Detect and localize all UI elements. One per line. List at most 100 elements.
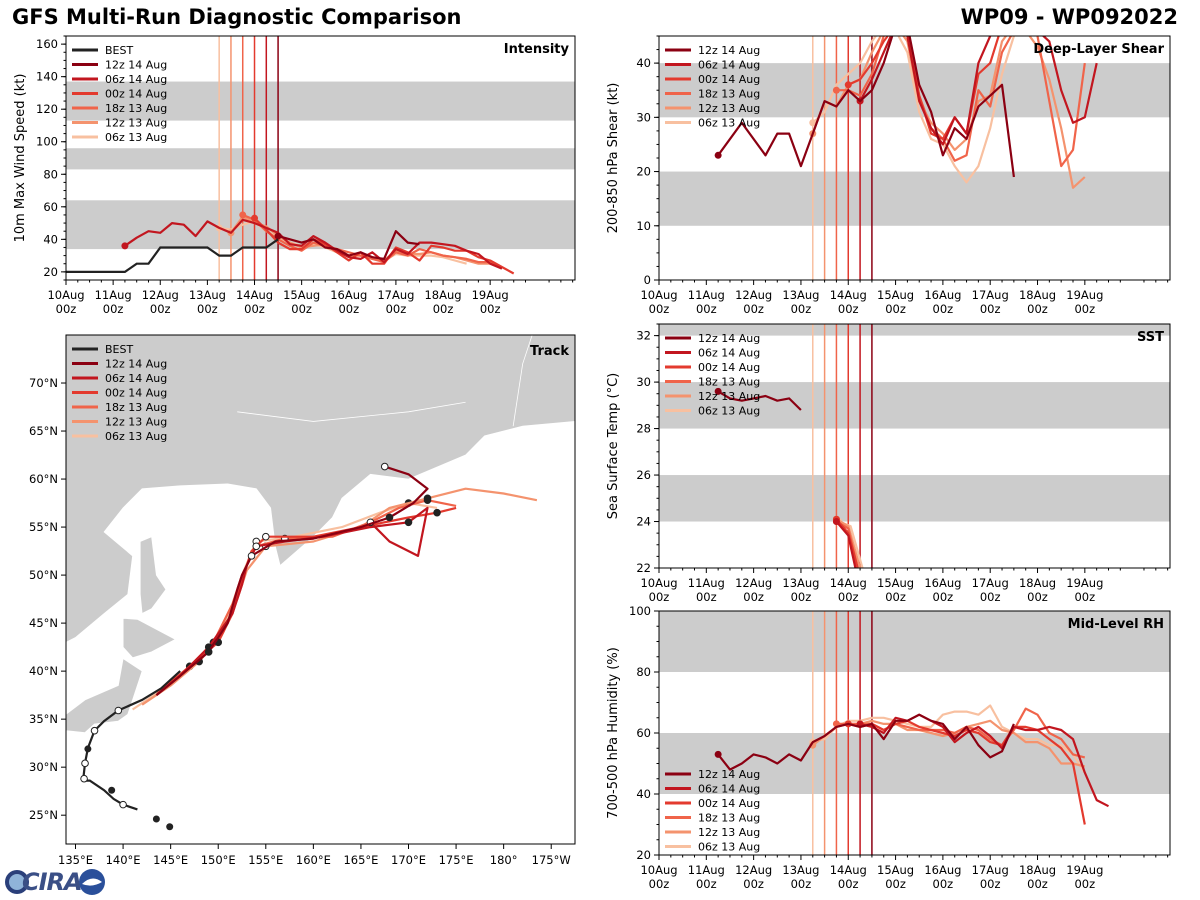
sst-legend-label: 06z 14 Aug [698,347,760,360]
land-polygon [66,657,143,734]
track-title: Track [530,344,569,359]
shear-xtick-label: 12Aug [735,288,772,302]
sst-band [659,382,1170,429]
track-ytick-label: 70°N [29,376,58,390]
rh-series-line [717,713,1015,771]
shear-xtick-label: 16Aug [924,288,961,302]
track-ytick-label: 60°N [29,472,58,486]
track-best-marker-open [119,800,127,809]
rh-legend-label: 06z 13 Aug [698,841,760,854]
track-plot-area [66,335,575,831]
intensity-ytick-label: 20 [43,265,58,279]
track-legend-label: BEST [105,343,133,356]
shear-series-line [836,36,1086,168]
shear-ytick-label: 10 [636,219,651,233]
sst-legend-label: 06z 13 Aug [698,405,760,418]
rh-legend-label: 00z 14 Aug [698,797,760,810]
track-xtick-label: 145°E [153,853,188,867]
intensity-legend-label: 06z 14 Aug [105,73,167,86]
track-xtick-label: 175°W [532,853,571,867]
rh-xtick-label: 18Aug [1019,863,1056,877]
track-ytick-label: 65°N [29,424,58,438]
track-ytick-label: 40°N [29,664,58,678]
land-border [512,335,533,427]
intensity-series-start-marker [251,214,259,222]
shear-ytick-label: 30 [636,110,651,124]
sst-xtick-sublabel: 00z [1027,590,1048,604]
sst-ytick-label: 30 [636,375,651,389]
sst-xtick-label: 17Aug [972,576,1009,590]
sst-xtick-sublabel: 00z [1074,590,1095,604]
cira-logo [5,869,105,895]
sst-xtick-sublabel: 00z [649,590,670,604]
rh-ytick-label: 60 [636,726,651,740]
track-series-marker [247,552,256,560]
track-xtick-label: 135°E [58,853,93,867]
sst-series-line [835,518,862,568]
rh-band [659,611,1170,672]
sst-xtick-sublabel: 00z [696,590,717,604]
shear-xtick-sublabel: 00z [885,302,906,316]
intensity-xtick-sublabel: 00z [433,302,454,316]
sst-ytick-label: 24 [636,515,651,529]
intensity-xtick-label: 16Aug [330,288,367,302]
sst-xtick-label: 11Aug [688,576,725,590]
shear-xtick-sublabel: 00z [1027,302,1048,316]
track-ytick-label: 45°N [29,616,58,630]
sst-frame [658,323,1171,569]
shear-xtick-sublabel: 00z [1074,302,1095,316]
shear-xtick-sublabel: 00z [980,302,1001,316]
track-series-marker [385,513,394,522]
shear-legend-label: 06z 14 Aug [698,59,760,72]
shear-xtick-label: 13Aug [782,288,819,302]
intensity-series-start-marker [274,232,282,240]
track-ytick-label: 30°N [29,760,58,774]
track-ytick-label: 55°N [29,520,58,534]
intensity-ytick-label: 120 [36,102,58,116]
shear-series-start-marker [844,81,852,89]
sst-band [659,475,1170,522]
track-ytick-label: 35°N [29,712,58,726]
track-series-line [155,465,429,696]
intensity-ytick-label: 60 [43,200,58,214]
sst-xtick-sublabel: 00z [933,590,954,604]
sst-plot-area [659,324,1170,568]
sst-xtick-label: 16Aug [924,576,961,590]
rh-xtick-label: 19Aug [1066,863,1103,877]
sst-series-start-marker [714,387,722,395]
sst-ytick-label: 28 [636,422,651,436]
rh-xtick-label: 14Aug [830,863,867,877]
rh-legend-label: 12z 14 Aug [698,768,760,781]
rh-ytick-label: 20 [636,848,651,862]
intensity-ytick-label: 160 [36,37,58,51]
sst-xtick-label: 19Aug [1066,576,1103,590]
intensity-xtick-sublabel: 00z [386,302,407,316]
track-best-line [81,670,181,811]
track-series-marker [252,542,261,551]
shear-xtick-sublabel: 00z [933,302,954,316]
cira-logo-text: CIRA [22,868,83,896]
shear-series-line [859,36,1098,146]
track-series-line [141,487,538,706]
rh-xtick-label: 12Aug [735,863,772,877]
shear-legend-label: 00z 14 Aug [698,73,760,86]
shear-ytick-label: 0 [644,273,651,287]
intensity-band [66,148,575,170]
storm-id-title: WP09 - WP092022 [960,5,1178,29]
track-legend-label: 00z 14 Aug [105,387,167,400]
sst-xtick-sublabel: 00z [980,590,1001,604]
sst-series-line [717,390,802,411]
track-xtick-label: 175°E [439,853,474,867]
intensity-legend-label: 12z 13 Aug [105,117,167,130]
rh-xtick-label: 11Aug [688,863,725,877]
intensity-xtick-sublabel: 00z [291,302,312,316]
track-legend-label: 18z 13 Aug [105,401,167,414]
sst-series-start-marker [832,518,840,526]
shear-title: Deep-Layer Shear [1033,42,1164,57]
shear-xtick-label: 11Aug [688,288,725,302]
shear-xtick-label: 18Aug [1019,288,1056,302]
sst-ytick-label: 26 [636,468,651,482]
rh-ytick-label: 80 [636,665,651,679]
intensity-xtick-label: 14Aug [236,288,273,302]
rh-xtick-sublabel: 00z [838,877,859,891]
